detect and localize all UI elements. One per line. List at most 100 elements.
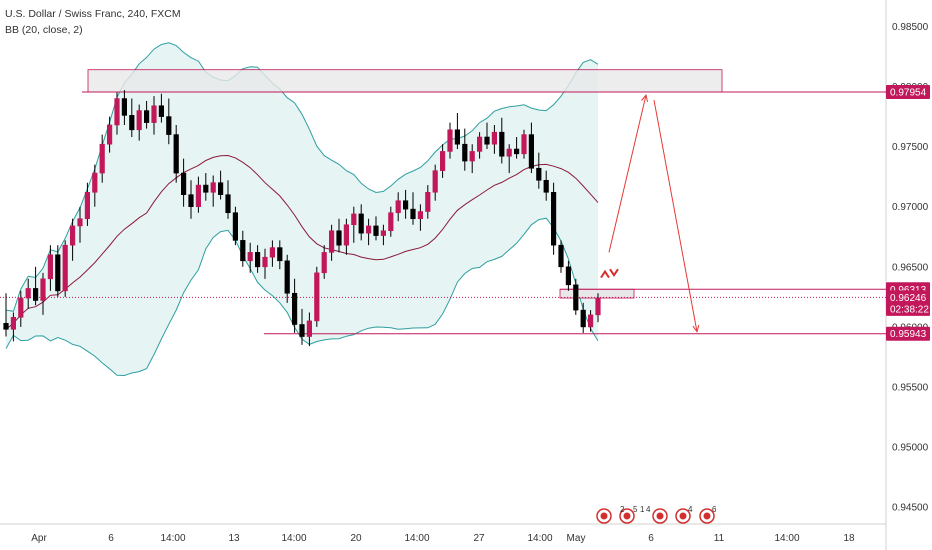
candle-body[interactable]	[232, 212, 238, 241]
candle-body[interactable]	[417, 211, 423, 220]
price-tag-label: 0.96246	[890, 293, 927, 304]
candle-body[interactable]	[366, 225, 372, 234]
candle-body[interactable]	[84, 191, 90, 220]
candle-body[interactable]	[499, 131, 505, 157]
candle-body[interactable]	[181, 172, 187, 195]
time-tick-label: 6	[108, 533, 114, 544]
candle-body[interactable]	[462, 143, 468, 162]
candle-body[interactable]	[491, 131, 497, 145]
price-tick-label: 0.97500	[892, 142, 929, 153]
candle-body[interactable]	[269, 247, 275, 258]
candle-body[interactable]	[425, 191, 431, 212]
candle-body[interactable]	[173, 134, 179, 174]
candle-body[interactable]	[314, 272, 320, 322]
candle-body[interactable]	[92, 172, 98, 193]
candle-body[interactable]	[55, 254, 61, 292]
candle-body[interactable]	[262, 256, 268, 268]
candle-body[interactable]	[195, 184, 201, 208]
candle-body[interactable]	[33, 288, 39, 301]
candle-body[interactable]	[240, 240, 246, 262]
projection-arrow-up-head	[641, 93, 649, 103]
candle-body[interactable]	[565, 266, 571, 286]
candle-body[interactable]	[121, 98, 127, 116]
candle-body[interactable]	[558, 244, 564, 268]
candle-body[interactable]	[403, 200, 409, 210]
candle-body[interactable]	[77, 218, 83, 227]
candle-body[interactable]	[70, 225, 76, 246]
indicator-label: BB (20, close, 2)	[5, 24, 83, 36]
candle-body[interactable]	[306, 320, 312, 337]
time-tick-label: 6	[648, 533, 654, 544]
candle-body[interactable]	[580, 309, 586, 328]
chart-legend: U.S. Dollar / Swiss Franc, 240, FXCM BB …	[5, 6, 181, 38]
candle-body[interactable]	[380, 230, 386, 236]
candle-body[interactable]	[514, 148, 520, 155]
candle-body[interactable]	[107, 124, 113, 145]
candle-body[interactable]	[18, 297, 24, 318]
candle-body[interactable]	[62, 244, 68, 292]
candle-body[interactable]	[10, 316, 16, 330]
price-tag	[886, 290, 930, 305]
candle-body[interactable]	[136, 110, 142, 131]
time-tick-label: May	[567, 533, 586, 544]
time-tick-label: 27	[473, 533, 485, 544]
candle-body[interactable]	[129, 115, 135, 131]
candle-body[interactable]	[158, 105, 164, 117]
candle-body[interactable]	[151, 105, 157, 123]
candle-body[interactable]	[528, 134, 534, 169]
candle-body[interactable]	[203, 184, 209, 193]
candle-body[interactable]	[484, 136, 490, 145]
candle-body[interactable]	[144, 110, 150, 123]
candle-body[interactable]	[3, 322, 9, 330]
candle-body[interactable]	[321, 252, 327, 274]
candle-body[interactable]	[329, 230, 335, 253]
candle-body[interactable]	[440, 151, 446, 171]
candle-body[interactable]	[47, 254, 53, 280]
candle-body[interactable]	[454, 129, 460, 145]
candle-body[interactable]	[595, 297, 601, 316]
candle-body[interactable]	[373, 225, 379, 236]
mid-zone	[559, 288, 635, 299]
candle-body[interactable]	[351, 213, 357, 226]
time-tick-label: 11	[714, 533, 725, 544]
candle-body[interactable]	[551, 191, 557, 246]
candle-body[interactable]	[166, 116, 172, 135]
candle-body[interactable]	[25, 288, 31, 299]
candle-body[interactable]	[432, 170, 438, 193]
price-tag	[886, 326, 930, 341]
candle-body[interactable]	[40, 278, 46, 301]
candle-body[interactable]	[395, 200, 401, 214]
candle-body[interactable]	[543, 179, 549, 193]
time-tick-label: 14:00	[281, 533, 306, 544]
candle-body[interactable]	[225, 194, 231, 214]
candle-body[interactable]	[343, 224, 349, 246]
price-tick-label: 0.94500	[892, 503, 929, 514]
candle-body[interactable]	[521, 134, 527, 155]
candle-body[interactable]	[255, 252, 261, 268]
candle-body[interactable]	[114, 98, 120, 126]
candle-body[interactable]	[410, 208, 416, 220]
candle-body[interactable]	[284, 260, 290, 294]
candle-body[interactable]	[99, 143, 105, 174]
candle-body[interactable]	[536, 167, 542, 181]
candle-body[interactable]	[210, 182, 216, 193]
candle-body[interactable]	[218, 182, 224, 195]
candle-body[interactable]	[388, 212, 394, 232]
candle-body[interactable]	[573, 284, 579, 311]
candle-body[interactable]	[299, 324, 305, 337]
candle-body[interactable]	[247, 252, 253, 262]
candle-body[interactable]	[506, 148, 512, 157]
candle-body[interactable]	[336, 230, 342, 246]
candle-body[interactable]	[277, 247, 283, 262]
candle-body[interactable]	[447, 129, 453, 152]
time-tick-label: 18	[843, 533, 855, 544]
candle-body[interactable]	[358, 213, 364, 234]
price-tag-label: 0.97954	[890, 88, 927, 99]
candle-body[interactable]	[469, 151, 475, 162]
time-tick-label: 14:00	[160, 533, 185, 544]
candle-body[interactable]	[477, 136, 483, 152]
candle-body[interactable]	[292, 292, 298, 325]
candle-body[interactable]	[588, 314, 594, 328]
candle-body[interactable]	[188, 194, 194, 208]
